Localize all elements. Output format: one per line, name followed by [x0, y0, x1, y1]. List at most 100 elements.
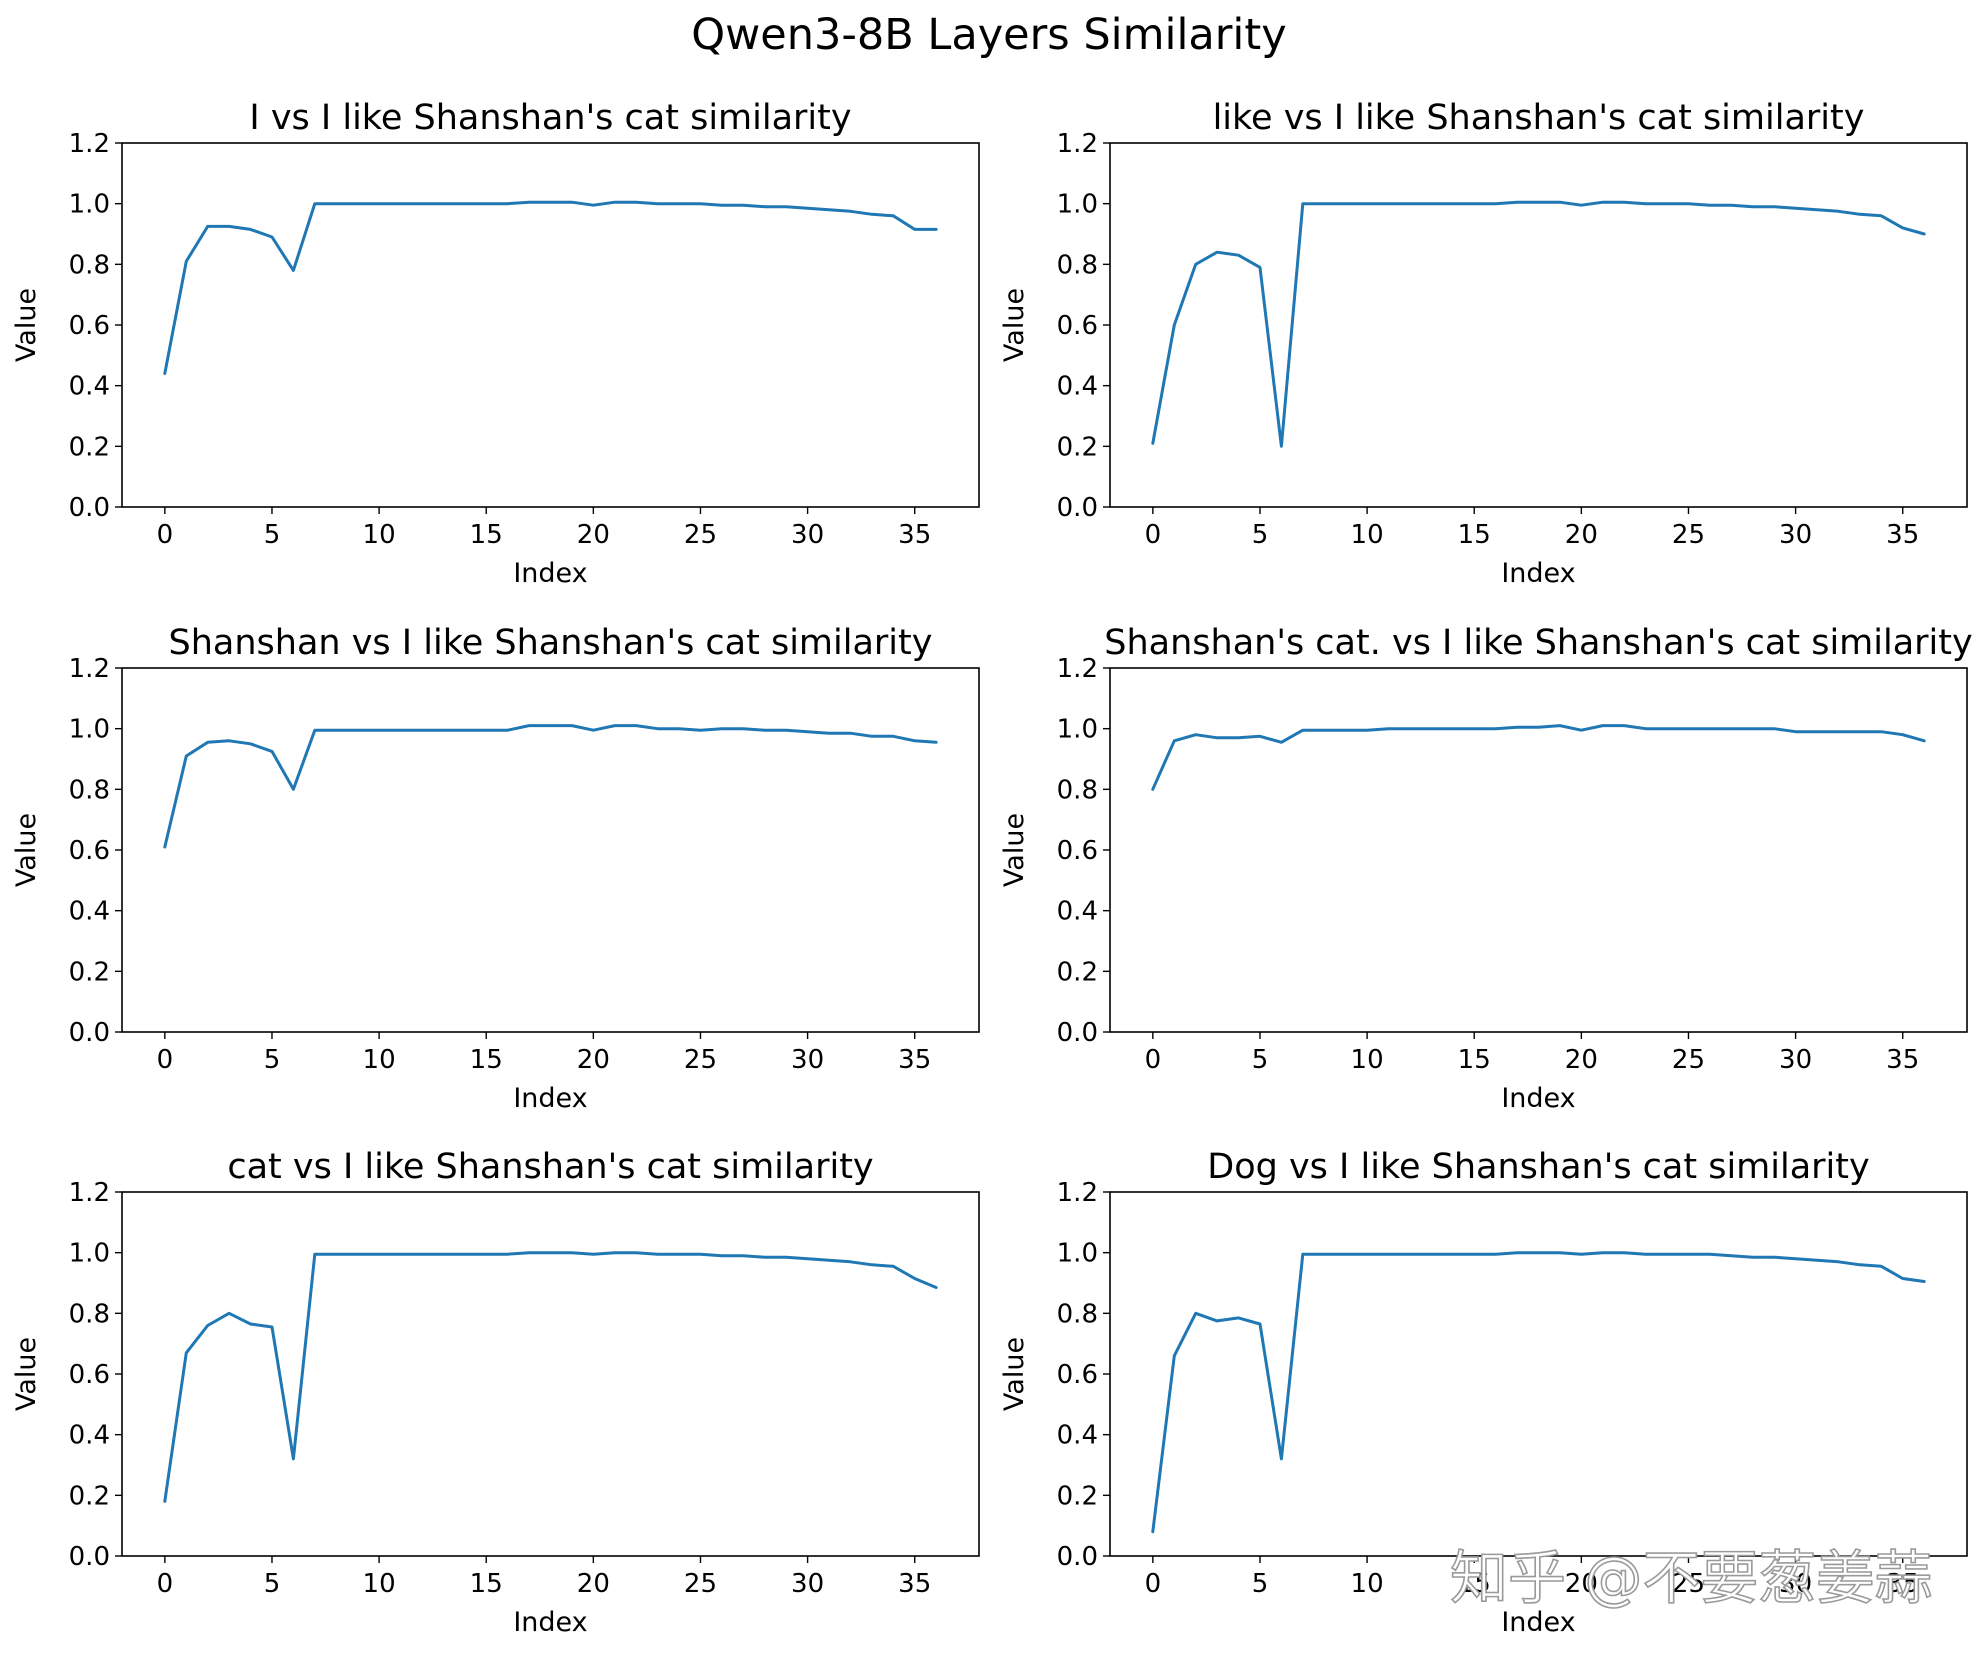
x-tick-label: 5: [1252, 520, 1269, 550]
y-tick-label: 1.0: [69, 190, 110, 220]
y-tick-label: 0.0: [1057, 1542, 1098, 1572]
x-tick-label: 15: [470, 1569, 503, 1599]
x-tick-label: 20: [1565, 1045, 1598, 1075]
subplot-grid: 0 5 10 15 20 25 30 35 0.0 0.2 0.4 0.6 0.8 1.0 1.2 I vs …: [11, 98, 1973, 1638]
x-tick-label: 35: [1886, 1045, 1919, 1075]
subplot-title: Shanshan vs I like Shanshan's cat simila…: [169, 623, 933, 663]
x-tick-label: 25: [684, 1569, 717, 1599]
x-tick-label: 35: [898, 1045, 931, 1075]
y-tick-label: 0.6: [69, 836, 110, 866]
subplot-title: cat vs I like Shanshan's cat similarity: [227, 1147, 873, 1187]
x-tick-label: 15: [1458, 520, 1491, 550]
subplot-2: 0 5 10 15 20 25 30 35 0.0 0.2 0.4 0.6 0.8 1.0 1.2 like …: [999, 98, 1968, 589]
y-axis-label: Value: [11, 813, 42, 887]
subplot-6: 0 5 10 15 20 25 30 35 0.0 0.2 0.4 0.6 0.8 1.0 1.2 Dog v…: [999, 1147, 1968, 1638]
x-tick-label: 25: [1672, 1045, 1705, 1075]
y-tick-label: 1.2: [1057, 654, 1098, 684]
y-tick-label: 0.0: [69, 493, 110, 523]
subplot-1: 0 5 10 15 20 25 30 35 0.0 0.2 0.4 0.6 0.8 1.0 1.2 I vs …: [11, 98, 980, 589]
y-tick-label: 0.0: [69, 1542, 110, 1572]
series-line: [1151, 200, 1926, 448]
x-tick-label: 10: [1351, 520, 1384, 550]
y-tick-label: 1.2: [69, 129, 110, 159]
y-tick-label: 0.2: [69, 957, 110, 987]
series-line: [163, 200, 938, 375]
y-tick-label: 0.8: [1057, 1299, 1098, 1329]
x-tick-label: 20: [577, 520, 610, 550]
y-tick-label: 0.2: [1057, 957, 1098, 987]
series-line: [1151, 1251, 1926, 1534]
x-tick-label: 0: [1145, 1569, 1162, 1599]
y-tick-label: 0.8: [69, 1299, 110, 1329]
subplot-4: 0 5 10 15 20 25 30 35 0.0 0.2 0.4 0.6 0.8 1.0 1.2Shans…: [999, 623, 1973, 1114]
x-tick-label: 5: [264, 1569, 281, 1599]
y-tick-label: 0.6: [1057, 311, 1098, 341]
x-tick-label: 15: [1458, 1569, 1491, 1599]
y-tick-label: 1.2: [69, 1178, 110, 1208]
y-tick-label: 0.4: [1057, 372, 1098, 402]
y-axis-label: Value: [999, 288, 1030, 362]
y-tick-label: 0.8: [69, 775, 110, 805]
y-axis-label: Value: [11, 1337, 42, 1411]
y-axis-label: Value: [999, 813, 1030, 887]
x-tick-label: 25: [684, 1045, 717, 1075]
y-tick-label: 1.2: [69, 654, 110, 684]
y-tick-label: 0.2: [69, 1481, 110, 1511]
axes-frame: [121, 667, 980, 1033]
axes-frame: [1109, 1191, 1968, 1557]
x-tick-label: 20: [1565, 1569, 1598, 1599]
subplot-title: I vs I like Shanshan's cat similarity: [249, 98, 851, 138]
x-axis-label: Index: [513, 558, 587, 589]
y-tick-label: 0.4: [1057, 1421, 1098, 1451]
subplot-title: like vs I like Shanshan's cat similarity: [1213, 98, 1865, 138]
y-tick-label: 0.2: [1057, 432, 1098, 462]
x-tick-label: 20: [577, 1569, 610, 1599]
y-tick-label: 0.4: [69, 1421, 110, 1451]
x-tick-label: 5: [264, 1045, 281, 1075]
y-tick-label: 0.4: [69, 897, 110, 927]
y-tick-label: 1.0: [1057, 715, 1098, 745]
watermark-text: 知乎 @不要葱姜蒜: [1450, 1544, 1932, 1612]
subplot-title: Dog vs I like Shanshan's cat similarity: [1207, 1147, 1869, 1187]
x-tick-label: 35: [1886, 1569, 1919, 1599]
series-line: [163, 1251, 938, 1503]
axes-frame: [121, 1191, 980, 1557]
subplot-title: Shanshan's cat. vs I like Shanshan's cat…: [1104, 623, 1972, 663]
x-tick-label: 35: [898, 1569, 931, 1599]
x-axis-label: Index: [513, 1083, 587, 1114]
y-tick-label: 0.0: [1057, 1018, 1098, 1048]
x-tick-label: 30: [791, 1569, 824, 1599]
y-tick-label: 0.8: [69, 250, 110, 280]
axes-frame: [1109, 667, 1968, 1033]
x-tick-label: 5: [264, 520, 281, 550]
y-tick-label: 0.6: [69, 1360, 110, 1390]
y-tick-label: 0.0: [69, 1018, 110, 1048]
x-tick-label: 20: [577, 1045, 610, 1075]
x-tick-label: 25: [1672, 1569, 1705, 1599]
x-tick-label: 10: [1351, 1045, 1384, 1075]
y-tick-label: 0.8: [1057, 250, 1098, 280]
x-axis-label: Index: [513, 1607, 587, 1638]
y-tick-label: 0.6: [1057, 836, 1098, 866]
x-tick-label: 0: [157, 520, 174, 550]
x-tick-label: 0: [157, 1045, 174, 1075]
x-tick-label: 5: [1252, 1045, 1269, 1075]
y-tick-label: 0.4: [1057, 897, 1098, 927]
subplot-3: 0 5 10 15 20 25 30 35 0.0 0.2 0.4 0.6 0.8 1.0 1.2 Shans…: [11, 623, 980, 1114]
axes-frame: [121, 142, 980, 508]
x-tick-label: 0: [1145, 520, 1162, 550]
y-axis-label: Value: [11, 288, 42, 362]
y-tick-label: 1.0: [69, 1239, 110, 1269]
x-tick-label: 5: [1252, 1569, 1269, 1599]
y-tick-label: 1.0: [69, 715, 110, 745]
x-tick-label: 15: [1458, 1045, 1491, 1075]
y-tick-label: 0.4: [69, 372, 110, 402]
x-tick-label: 35: [898, 520, 931, 550]
x-tick-label: 25: [1672, 520, 1705, 550]
y-tick-label: 0.0: [1057, 493, 1098, 523]
x-axis-label: Index: [1501, 1607, 1575, 1638]
y-tick-label: 0.6: [1057, 1360, 1098, 1390]
y-tick-label: 1.2: [1057, 129, 1098, 159]
x-tick-label: 10: [363, 520, 396, 550]
